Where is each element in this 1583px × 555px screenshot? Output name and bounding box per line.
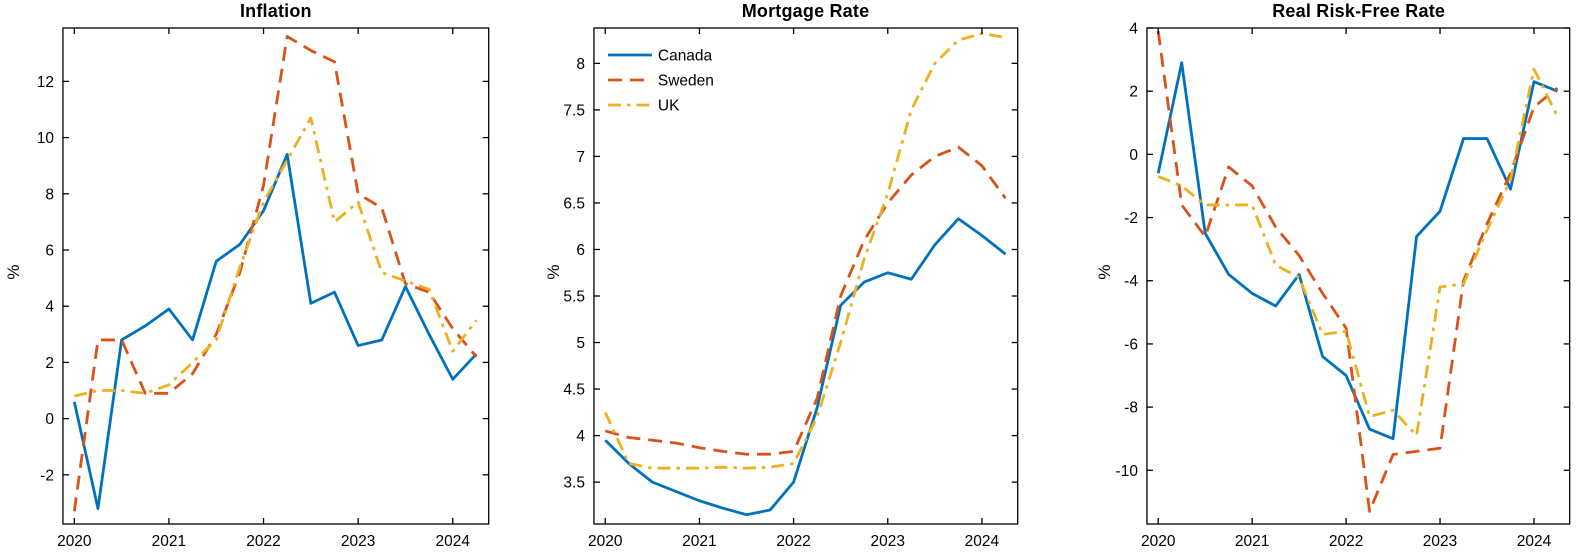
y-tick-label: 2 (1130, 84, 1139, 101)
chart-title-real-risk-free-rate: Real Risk-Free Rate (1272, 1, 1446, 21)
y-tick-label: 4 (45, 299, 54, 316)
x-tick-label: 2022 (246, 533, 280, 550)
series-line-canada (72, 153, 478, 510)
y-tick-label: 0 (1130, 147, 1139, 164)
y-tick-label: 6 (576, 242, 585, 259)
x-tick-label: 2021 (152, 533, 186, 550)
y-tick-label: 6 (45, 243, 54, 260)
y-tick-label: -10 (1116, 463, 1138, 480)
y-tick-label: 5 (576, 335, 585, 352)
series-line-sweden (1157, 30, 1559, 513)
series-line-uk (1158, 67, 1560, 437)
y-tick-label: -2 (1125, 210, 1139, 227)
y-tick-label: 8 (576, 56, 585, 73)
legend-label-canada: Canada (658, 47, 713, 64)
inflation-panel: Inflation % 2020 2021 2022 2023 2024 -2 0 2 4 6 8 1… (0, 0, 528, 555)
y-tick-label: 12 (37, 74, 54, 91)
y-tick-label: -6 (1125, 336, 1139, 353)
y-tick-label: -4 (1125, 273, 1139, 290)
axes-box (62, 27, 490, 525)
x-tick-label: 2020 (57, 533, 91, 550)
y-tick-label: 4 (576, 428, 585, 445)
axes-box (592, 27, 1019, 525)
y-tick-label: -2 (40, 467, 54, 484)
axes-box (1146, 27, 1571, 525)
mortgage-rate-panel: Mortgage Rate % 2020 2021 2022 2023 2024 3.5 4… (528, 0, 1056, 555)
series-line-uk (603, 32, 1006, 470)
y-tick-label: 3.5 (563, 475, 585, 492)
y-axis-label-real-risk-free-rate: % (1095, 264, 1115, 280)
y-tick-label: 6.5 (563, 195, 585, 212)
inflation-chart: 2020 2021 2022 2023 2024 -2 0 2 4 6 8 10 12 (37, 27, 490, 550)
y-axis-label-inflation: % (4, 264, 23, 280)
y-tick-label: 2 (45, 355, 54, 372)
series-line-sweden (604, 145, 1007, 456)
x-tick-label: 2022 (776, 533, 810, 550)
y-axis-label-mortgage-rate: % (543, 264, 563, 280)
y-tick-label: 5.5 (563, 289, 585, 306)
y-tick-label: 4 (1130, 20, 1139, 37)
x-tick-label: 2024 (964, 533, 999, 550)
legend: Canada Sweden UK (607, 47, 714, 115)
chart-title-inflation: Inflation (239, 1, 312, 21)
x-tick-label: 2024 (1517, 533, 1552, 550)
y-tick-label: -8 (1125, 400, 1139, 417)
series-line-canada (1157, 61, 1559, 441)
mortgage-rate-chart: 2020 2021 2022 2023 2024 3.5 4 4.5 5 5.5 6 6.5 7 7.5 8… (563, 27, 1019, 550)
x-tick-label: 2023 (341, 533, 375, 550)
real-risk-free-rate-chart: 2020 2021 2022 2023 2024 -10 -8 -6 -4 -2 0 2 4 (1116, 20, 1571, 550)
y-tick-label: 10 (37, 130, 54, 147)
legend-label-uk: UK (658, 97, 680, 114)
real-risk-free-rate-panel: Real Risk-Free Rate % 2020 2021 2022 2023 20… (1055, 0, 1583, 555)
chart-title-mortgage-rate: Mortgage Rate (741, 1, 870, 21)
x-tick-label: 2021 (682, 533, 716, 550)
x-tick-label: 2023 (1423, 533, 1457, 550)
y-tick-label: 4.5 (563, 382, 585, 399)
x-tick-label: 2023 (870, 533, 904, 550)
series-line-canada (603, 217, 1006, 517)
x-tick-label: 2024 (436, 533, 471, 550)
y-tick-label: 7 (576, 149, 585, 166)
legend-label-sweden: Sweden (658, 72, 714, 89)
y-tick-label: 7.5 (563, 102, 585, 119)
x-tick-label: 2020 (588, 533, 622, 550)
series-line-sweden (72, 35, 478, 512)
y-tick-label: 0 (45, 411, 54, 428)
y-tick-label: 8 (45, 186, 54, 203)
series-line-uk (73, 116, 478, 398)
x-tick-label: 2022 (1329, 533, 1363, 550)
x-tick-label: 2021 (1235, 533, 1269, 550)
x-tick-label: 2020 (1141, 533, 1175, 550)
